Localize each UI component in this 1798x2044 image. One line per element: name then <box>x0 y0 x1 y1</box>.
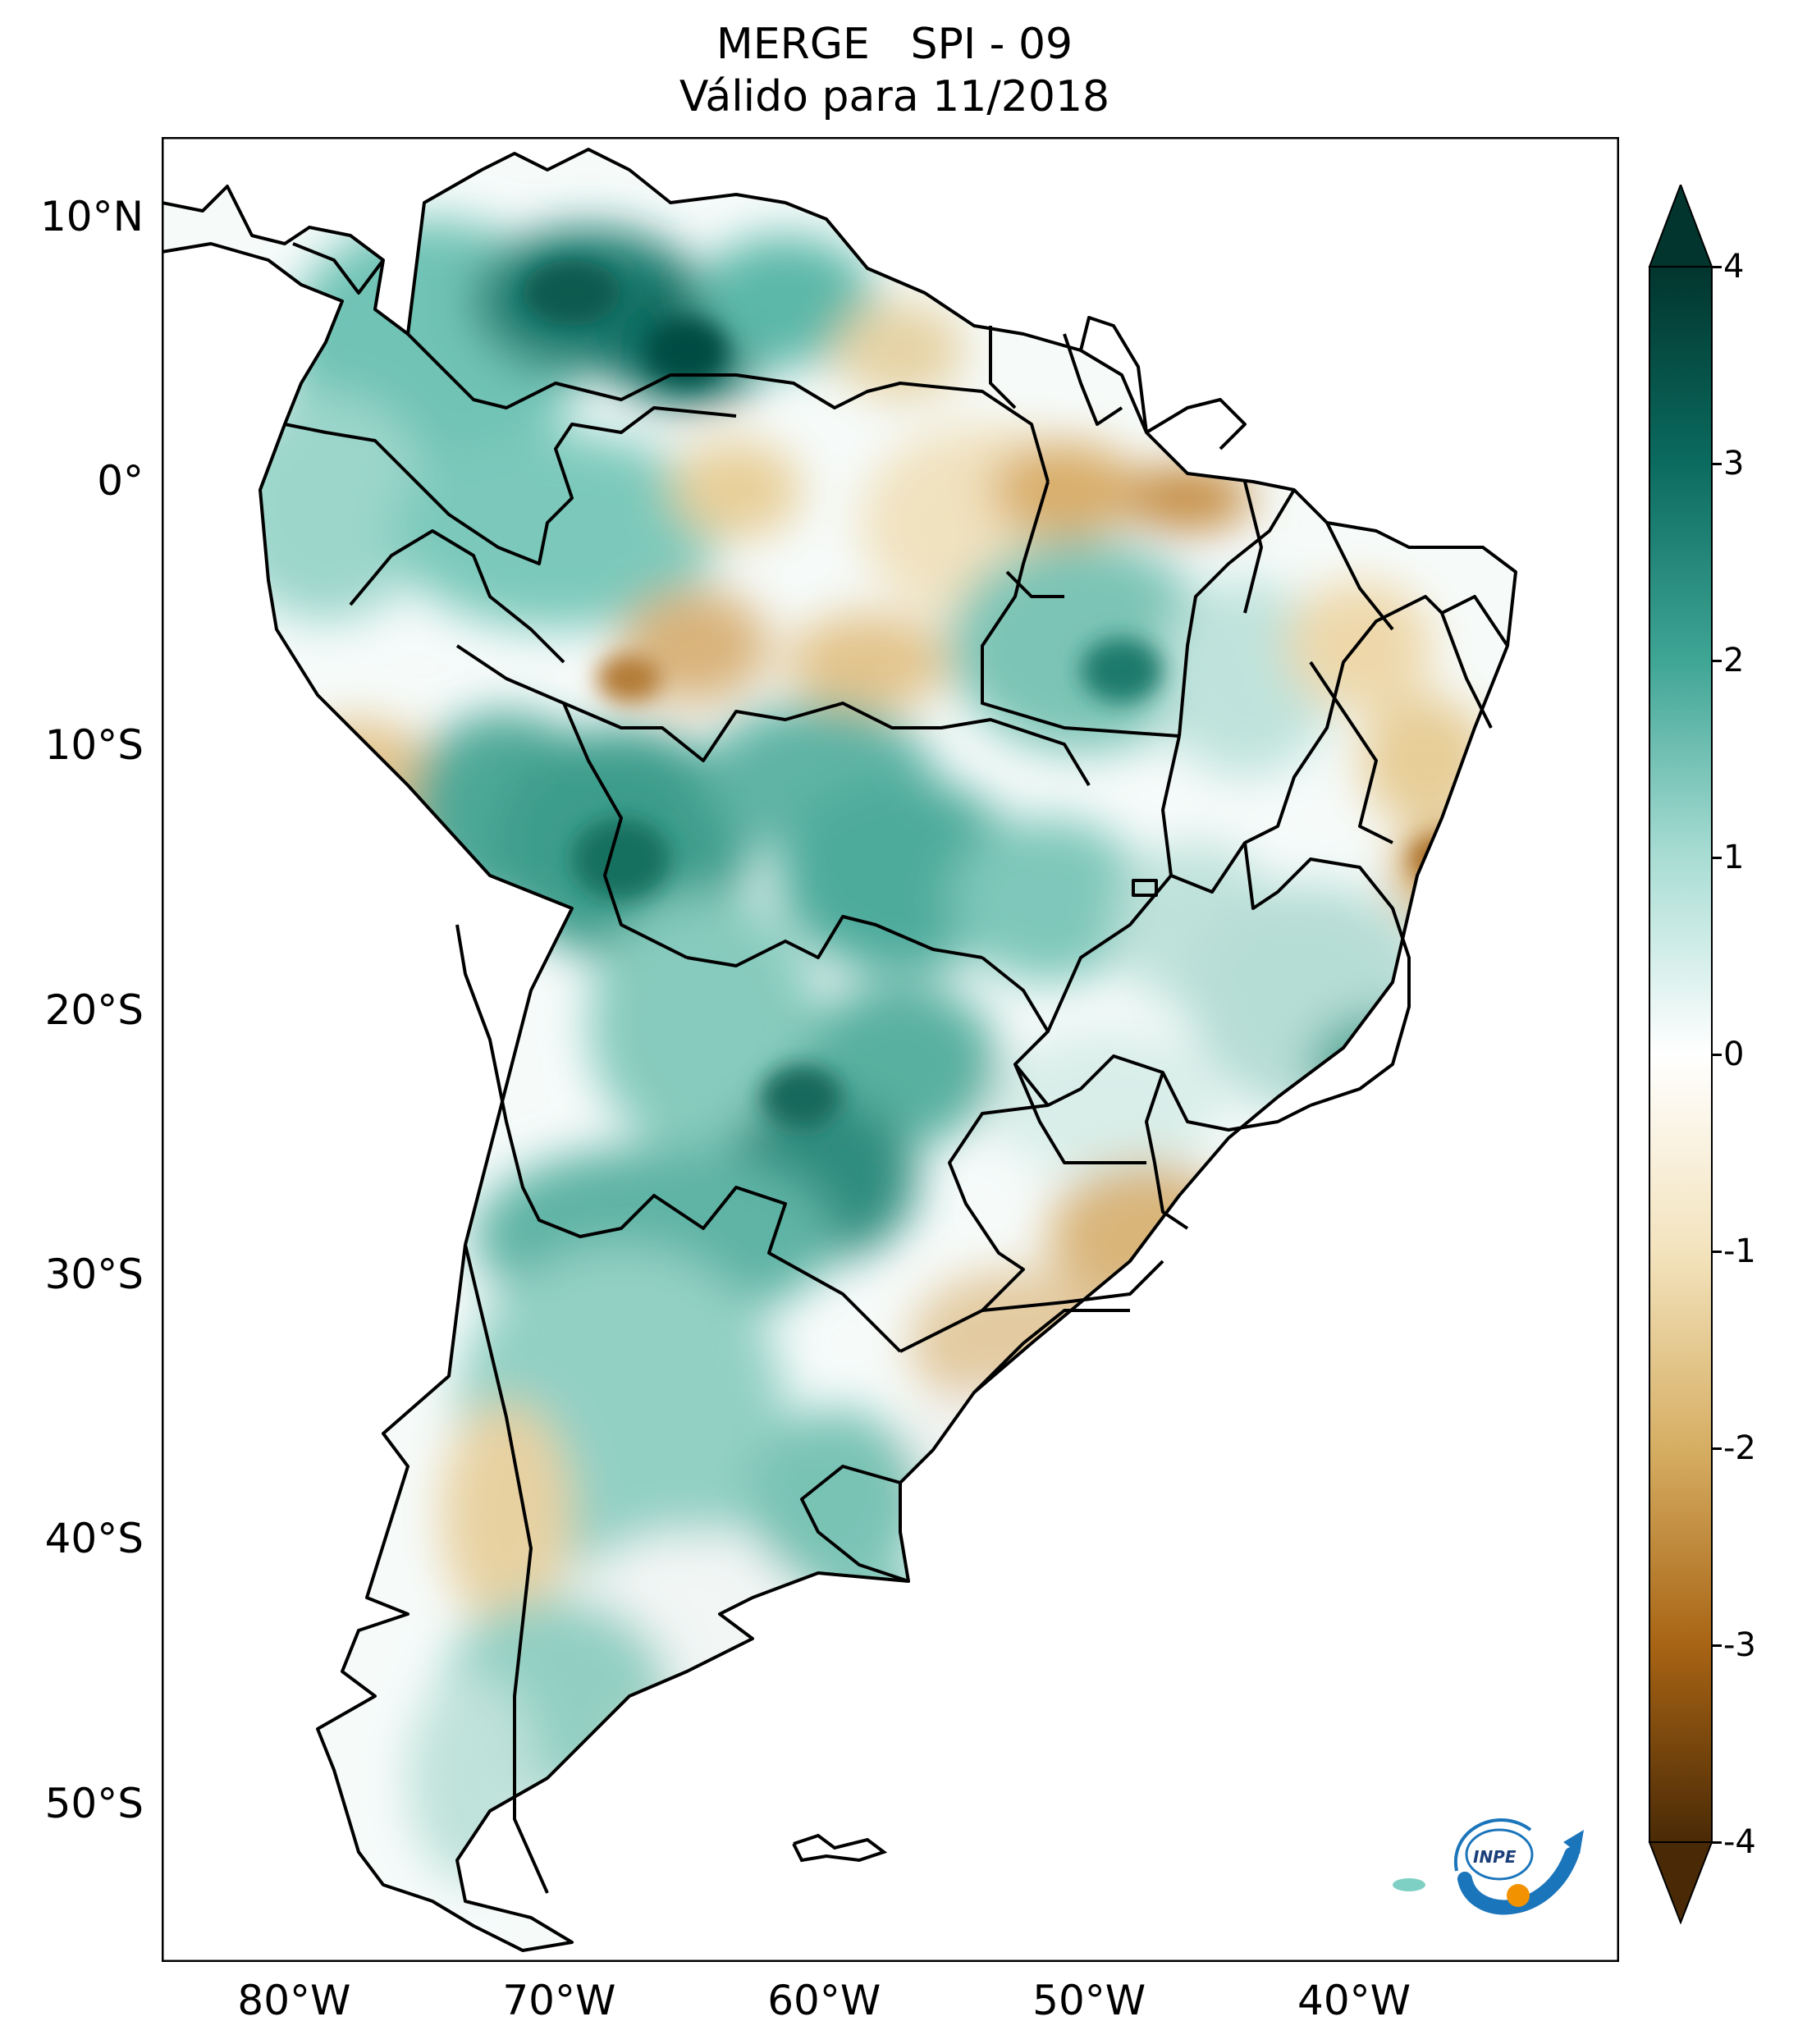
lat-tick-label: 50°S <box>44 1779 144 1827</box>
colorbar-max-extend <box>1648 185 1713 268</box>
colorbar-tick-mark <box>1712 1841 1722 1844</box>
colorbar <box>1648 185 1713 1924</box>
logo-text: INPE <box>1473 1847 1517 1867</box>
map-area <box>162 137 1619 1962</box>
lon-tick-label: 60°W <box>767 1977 881 2024</box>
colorbar-tick-label: -4 <box>1723 1823 1756 1861</box>
colorbar-tick-label: 2 <box>1723 642 1745 679</box>
colorbar-tick-label: -2 <box>1723 1429 1756 1467</box>
lat-tick-label: 0° <box>97 457 144 505</box>
colorbar-tick-mark <box>1712 463 1722 465</box>
south-georgia <box>1393 1878 1425 1891</box>
colorbar-tick-label: 0 <box>1723 1036 1745 1073</box>
colorbar-tick-label: 4 <box>1723 248 1745 286</box>
colorbar-tick-mark <box>1712 857 1722 859</box>
lat-tick-label: 40°S <box>44 1515 144 1563</box>
lon-tick-label: 40°W <box>1297 1977 1411 2024</box>
map-frame-border <box>162 137 1619 1962</box>
colorbar-tick-mark <box>1712 1251 1722 1253</box>
falkland-islands <box>792 1833 888 1863</box>
country-borders <box>162 148 1517 1952</box>
colorbar-gradient <box>1649 266 1713 1843</box>
lat-tick-label: 30°S <box>44 1250 144 1298</box>
lon-tick-label: 50°W <box>1032 1977 1146 2024</box>
colorbar-min-extend <box>1648 1841 1713 1924</box>
colorbar-tick-mark <box>1712 1054 1722 1056</box>
colorbar-tick-label: -3 <box>1723 1626 1756 1664</box>
colorbar-tick-label: 1 <box>1723 839 1745 876</box>
colorbar-tick-mark <box>1712 266 1722 268</box>
inpe-logo: INPE <box>1453 1818 1584 1915</box>
lon-tick-label: 70°W <box>502 1977 616 2024</box>
lon-tick-label: 80°W <box>237 1977 351 2024</box>
colorbar-tick-label: 3 <box>1723 445 1745 482</box>
colorbar-tick-mark <box>1712 1447 1722 1450</box>
lat-tick-label: 10°S <box>44 721 144 770</box>
colorbar-tick-mark <box>1712 1644 1722 1647</box>
lat-tick-label: 20°S <box>44 985 144 1034</box>
map-subtitle: Válido para 11/2018 <box>679 72 1110 121</box>
lat-tick-label: 10°N <box>39 192 144 240</box>
map-title: MERGE SPI - 09 <box>716 20 1073 69</box>
colorbar-tick-label: -1 <box>1723 1232 1756 1270</box>
colorbar-tick-mark <box>1712 660 1722 662</box>
